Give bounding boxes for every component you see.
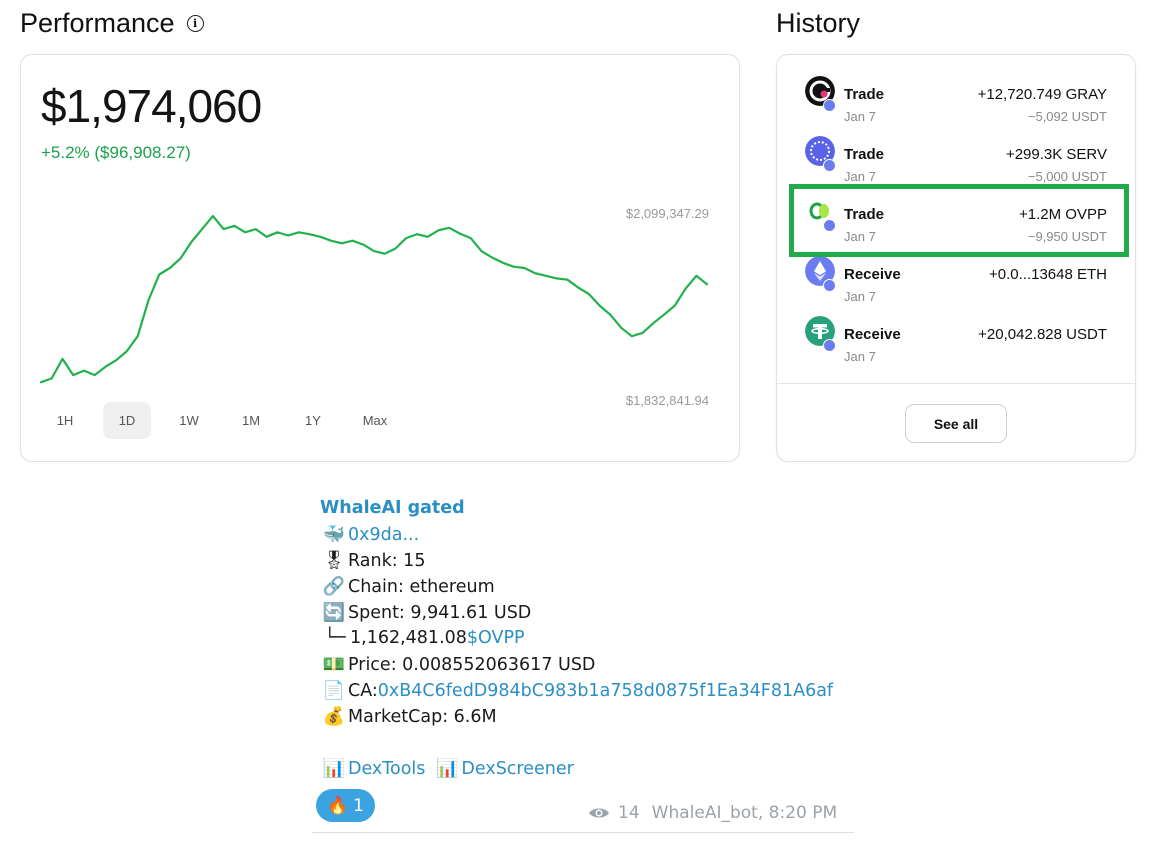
ethereum-badge-icon xyxy=(823,339,836,352)
wallet-line: 🐳 0x9da... xyxy=(320,524,419,545)
history-item-type: Trade xyxy=(844,146,885,163)
range-1w-button[interactable]: 1W xyxy=(179,413,199,428)
range-selector: 1H 1D 1W 1M 1Y Max xyxy=(41,402,399,439)
history-item-amount: +20,042.828 USDT xyxy=(978,326,1107,343)
portfolio-value: $1,974,060 xyxy=(41,80,262,132)
message-bottom-divider xyxy=(312,832,854,833)
range-max-button[interactable]: Max xyxy=(362,413,388,428)
history-item-amount: +12,720.749 GRAY xyxy=(977,86,1107,103)
history-item[interactable]: Receive Jan 7 +20,042.828 USDT xyxy=(777,301,1137,364)
spent-line: 🔄 Spent: 9,941.61 USD xyxy=(320,602,532,623)
money-bag-icon: 💰 xyxy=(322,706,346,727)
highlight-box xyxy=(789,184,1129,257)
reaction-button[interactable]: 🔥 1 xyxy=(316,789,375,822)
marketcap-text: MarketCap: 6.6M xyxy=(348,706,497,727)
history-item-type: Receive xyxy=(844,326,901,343)
message-header[interactable]: WhaleAI gated xyxy=(320,498,465,518)
eth-token-icon xyxy=(805,256,835,286)
received-amount: 1,162,481.08 xyxy=(350,628,467,648)
links-line: 📊 DexTools 📊 DexScreener xyxy=(320,758,574,779)
ovpp-token-icon xyxy=(805,196,835,226)
refresh-icon: 🔄 xyxy=(322,602,346,623)
rank-text: Rank: 15 xyxy=(348,550,426,571)
chain-text: Chain: ethereum xyxy=(348,576,495,597)
history-item-amount: +1.2M OVPP xyxy=(1019,206,1107,223)
message-meta: 14 WhaleAI_bot, 8:20 PM xyxy=(588,803,837,823)
history-item-date: Jan 7 xyxy=(844,349,876,364)
money-icon: 💵 xyxy=(322,654,346,675)
history-item-date: Jan 7 xyxy=(844,289,876,304)
tree-connector: └─ xyxy=(324,628,346,648)
info-icon[interactable]: i xyxy=(186,15,204,32)
history-item-type: Receive xyxy=(844,266,901,283)
history-item-amount: +299.3K SERV xyxy=(1005,146,1107,163)
history-divider xyxy=(777,383,1135,384)
chart-series-line xyxy=(39,215,709,384)
ethereum-badge-icon xyxy=(823,219,836,232)
marketcap-line: 💰 MarketCap: 6.6M xyxy=(320,706,497,727)
history-item-sub-amount: −5,000 USDT xyxy=(1027,169,1107,184)
range-1d-button[interactable]: 1D xyxy=(103,402,151,439)
received-line: └─ 1,162,481.08 $OVPP xyxy=(320,628,525,648)
history-item-type: Trade xyxy=(844,86,885,103)
chart-icon: 📊 xyxy=(322,758,346,779)
history-item-type: Trade xyxy=(844,206,885,223)
ethereum-badge-icon xyxy=(823,159,836,172)
history-item-date: Jan 7 xyxy=(844,109,876,124)
range-1m-button[interactable]: 1M xyxy=(241,413,261,428)
see-all-button[interactable]: See all xyxy=(905,404,1007,443)
whale-icon: 🐳 xyxy=(322,524,346,545)
link-icon: 🔗 xyxy=(322,576,346,597)
history-title: History xyxy=(776,8,861,38)
range-1h-button[interactable]: 1H xyxy=(56,413,74,428)
rank-line: 🎖 Rank: 15 xyxy=(320,550,426,571)
ca-line: 📄 CA: 0xB4C6fedD984bC983b1a758d0875f1Ea3… xyxy=(320,680,833,701)
history-item-sub-amount: −5,092 USDT xyxy=(1027,109,1107,124)
serv-token-icon xyxy=(805,136,835,166)
dextools-link[interactable]: DexTools xyxy=(348,758,426,779)
eye-icon xyxy=(589,808,609,818)
history-item[interactable]: Trade Jan 7 +1.2M OVPP −9,950 USDT xyxy=(777,181,1137,244)
chart-max-label: $2,099,347.29 xyxy=(625,206,709,221)
medal-icon: 🎖 xyxy=(322,550,346,571)
chain-line: 🔗 Chain: ethereum xyxy=(320,576,495,597)
history-item-date: Jan 7 xyxy=(844,169,876,184)
performance-card: $1,974,060 +5.2% ($96,908.27) $2,099,347… xyxy=(20,54,740,462)
history-item[interactable]: Trade Jan 7 +12,720.749 GRAY −5,092 USDT xyxy=(777,61,1137,124)
price-line: 💵 Price: 0.008552063617 USD xyxy=(320,654,596,675)
history-item[interactable]: Receive Jan 7 +0.0...13648 ETH xyxy=(777,241,1137,304)
history-item-date: Jan 7 xyxy=(844,229,876,244)
fire-icon: 🔥 xyxy=(327,795,349,816)
view-count: 14 xyxy=(618,803,640,823)
ethereum-badge-icon xyxy=(823,99,836,112)
token-ticker-link[interactable]: $OVPP xyxy=(466,628,525,648)
document-icon: 📄 xyxy=(322,680,346,701)
ethereum-badge-icon xyxy=(823,279,836,292)
usdt-token-icon xyxy=(805,316,835,346)
wallet-link[interactable]: 0x9da... xyxy=(348,524,420,545)
gray-token-icon xyxy=(805,76,835,106)
range-1y-button[interactable]: 1Y xyxy=(305,413,321,428)
dexscreener-link[interactable]: DexScreener xyxy=(461,758,574,779)
contract-address-link[interactable]: 0xB4C6fedD984bC983b1a758d0875f1Ea34F81A6… xyxy=(377,680,834,701)
price-text: Price: 0.008552063617 USD xyxy=(348,654,596,675)
reaction-count: 1 xyxy=(353,795,364,816)
performance-title: Performance i xyxy=(20,8,204,39)
portfolio-change: +5.2% ($96,908.27) xyxy=(41,143,191,162)
ca-label: CA: xyxy=(348,680,378,701)
history-card: Trade Jan 7 +12,720.749 GRAY −5,092 USDT… xyxy=(776,54,1136,462)
message-footer: WhaleAI_bot, 8:20 PM xyxy=(651,803,838,823)
chart-min-label: $1,832,841.94 xyxy=(625,393,709,408)
history-item-sub-amount: −9,950 USDT xyxy=(1027,229,1107,244)
performance-title-text: Performance xyxy=(20,8,175,38)
performance-chart[interactable] xyxy=(21,195,741,405)
history-item[interactable]: Trade Jan 7 +299.3K SERV −5,000 USDT xyxy=(777,121,1137,184)
spent-text: Spent: 9,941.61 USD xyxy=(348,602,532,623)
history-item-amount: +0.0...13648 ETH xyxy=(989,266,1107,283)
chart-icon: 📊 xyxy=(436,758,459,779)
